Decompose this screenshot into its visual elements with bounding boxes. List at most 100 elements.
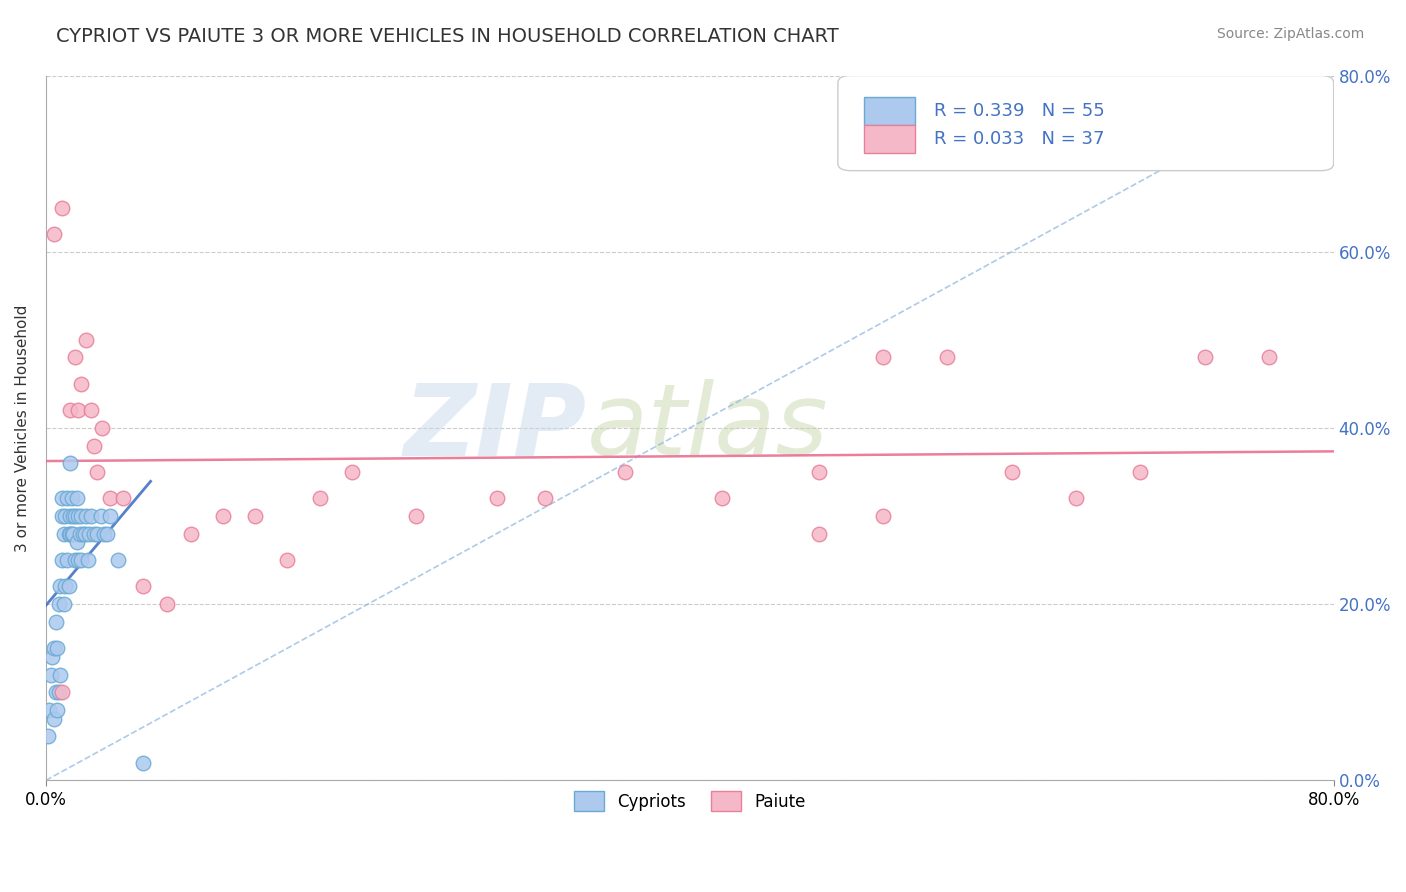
Point [51,508,73,523]
Point [51,685,73,699]
Point [58,579,80,593]
Point [37,729,59,743]
Point [39,667,62,681]
Point [38,703,60,717]
Point [112,491,135,506]
Point [67,403,90,417]
Point [70,553,93,567]
Point [340,465,363,479]
Point [67,553,90,567]
Point [69,526,91,541]
Point [52,526,75,541]
Point [73,526,96,541]
Point [70,376,93,391]
Point [1001,465,1024,479]
Point [65,535,87,549]
Point [59,508,82,523]
Point [51,553,73,567]
Text: Source: ZipAtlas.com: Source: ZipAtlas.com [1216,27,1364,41]
Point [872,508,894,523]
Point [1129,465,1152,479]
Point [52,597,75,611]
Point [62,508,84,523]
Point [90,508,112,523]
Point [72,526,94,541]
Point [936,351,959,365]
Point [180,526,202,541]
Point [65,491,87,506]
Point [56,553,79,567]
Point [534,491,557,506]
Point [62,526,84,541]
Point [485,491,508,506]
Point [1194,351,1216,365]
Point [614,465,637,479]
Point [42,227,65,241]
Point [1258,351,1281,365]
Point [53,508,76,523]
Point [308,491,330,506]
Point [59,526,82,541]
Point [67,508,90,523]
Point [98,508,121,523]
Point [51,201,73,215]
Point [45,685,67,699]
Point [131,579,153,593]
Point [51,491,73,506]
Point [42,641,65,656]
Text: R = 0.339   N = 55: R = 0.339 N = 55 [935,102,1105,120]
Point [156,597,179,611]
Point [93,526,115,541]
Point [76,553,98,567]
Bar [863,96,915,125]
Point [83,526,105,541]
Bar [863,125,915,153]
Point [80,508,103,523]
Y-axis label: 3 or more Vehicles in Household: 3 or more Vehicles in Household [15,304,30,551]
Point [86,465,108,479]
Point [63,553,86,567]
Point [807,526,830,541]
Point [83,438,105,452]
Text: atlas: atlas [586,379,828,476]
Point [75,508,97,523]
Point [45,615,67,629]
Point [96,526,118,541]
Point [53,579,76,593]
Point [872,351,894,365]
Point [41,650,63,665]
Point [1064,491,1087,506]
Point [48,597,70,611]
Point [212,508,235,523]
Point [42,712,65,726]
Point [58,526,80,541]
Point [63,508,86,523]
Text: ZIP: ZIP [404,379,586,476]
Point [46,641,69,656]
FancyBboxPatch shape [838,76,1334,170]
Point [60,526,83,541]
Legend: Cypriots, Paiute: Cypriots, Paiute [561,778,820,825]
Point [276,553,298,567]
Point [70,508,93,523]
Point [80,403,103,417]
Point [56,491,79,506]
Point [86,526,108,541]
Point [131,756,153,770]
Text: R = 0.033   N = 37: R = 0.033 N = 37 [935,130,1105,148]
Point [79,526,101,541]
Point [91,421,114,435]
Point [245,508,267,523]
Point [49,579,72,593]
Point [49,667,72,681]
Point [807,465,830,479]
Point [59,456,82,470]
Point [60,491,83,506]
Point [75,333,97,347]
Point [405,508,427,523]
Point [107,553,129,567]
Point [63,351,86,365]
Point [48,685,70,699]
Point [46,703,69,717]
Text: CYPRIOT VS PAIUTE 3 OR MORE VEHICLES IN HOUSEHOLD CORRELATION CHART: CYPRIOT VS PAIUTE 3 OR MORE VEHICLES IN … [56,27,839,45]
